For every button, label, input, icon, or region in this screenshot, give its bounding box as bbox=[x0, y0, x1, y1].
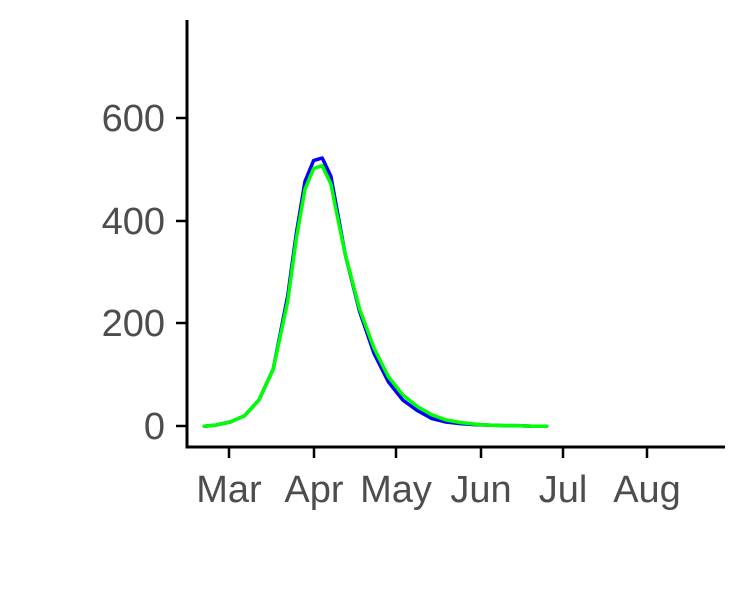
plot-marks bbox=[202, 156, 549, 428]
series-line-2 bbox=[202, 164, 549, 428]
x-tick-label: Jul bbox=[539, 469, 588, 511]
y-tick-label: 0 bbox=[144, 406, 165, 448]
y-tick-label: 400 bbox=[102, 201, 165, 243]
x-tick-label: May bbox=[360, 469, 432, 511]
x-tick-label: Apr bbox=[284, 469, 343, 511]
x-tick-label: Jun bbox=[450, 469, 511, 511]
series-line-1 bbox=[202, 156, 549, 428]
y-tick-label: 600 bbox=[102, 98, 165, 140]
x-tick-label: Mar bbox=[196, 469, 262, 511]
x-tick-label: Aug bbox=[613, 469, 681, 511]
y-tick-label: 200 bbox=[102, 303, 165, 345]
